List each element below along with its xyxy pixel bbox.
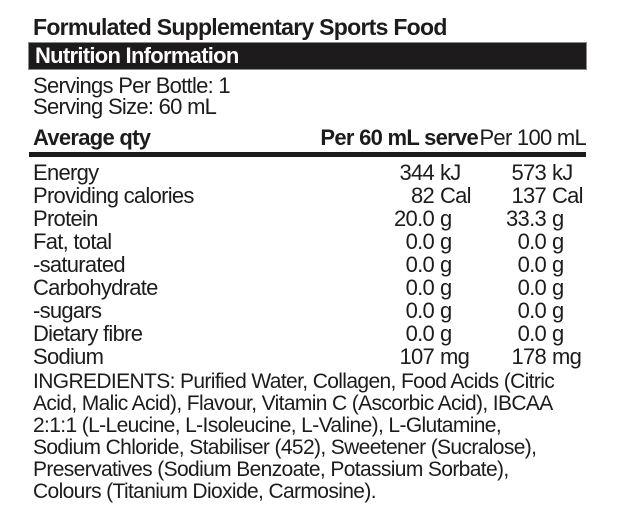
per-100ml-cell: 0.0 g xyxy=(478,230,586,253)
nutrition-information-bar: Nutrition Information xyxy=(28,42,587,71)
per-serve-value: 0.0 xyxy=(405,298,435,324)
per-serve-unit: g xyxy=(440,275,452,301)
nutrient-label: Protein xyxy=(33,206,98,232)
table-row: Providing calories 82 Cal 137 Cal xyxy=(33,184,586,207)
per-serve-value: 0.0 xyxy=(405,321,435,347)
per-serve-cell: 82 Cal xyxy=(348,184,478,207)
per-serve-value: 107 xyxy=(399,344,434,370)
per-100ml-cell: 573 kJ xyxy=(478,161,586,184)
per-100ml-cell: 0.0 g xyxy=(478,299,586,322)
per-100ml-value: 0.0 xyxy=(517,229,547,255)
ingredients-line: 2:1:1 (L-Leucine, L-Isoleucine, L-Valine… xyxy=(33,414,502,438)
per-serve-unit: g xyxy=(440,229,452,255)
header-per-60ml-serve: Per 60 mL serve xyxy=(320,125,478,151)
per-serve-cell: 344 kJ xyxy=(348,161,478,184)
header-divider-rule xyxy=(29,152,586,158)
per-serve-value: 0.0 xyxy=(405,229,435,255)
per-serve-unit: g xyxy=(440,252,452,278)
per-serve-cell: 0.0 g xyxy=(348,253,478,276)
per-100ml-value: 0.0 xyxy=(517,252,547,278)
ingredients-line: INGREDIENTS: Purified Water, Collagen, F… xyxy=(33,370,555,394)
per-serve-value: 20.0 xyxy=(394,206,435,232)
per-serve-cell: 0.0 g xyxy=(348,230,478,253)
table-row: Carbohydrate 0.0 g 0.0 g xyxy=(33,276,586,299)
per-serve-cell: 0.0 g xyxy=(348,322,478,345)
per-100ml-cell: 0.0 g xyxy=(478,276,586,299)
per-100ml-cell: 0.0 g xyxy=(478,322,586,345)
per-100ml-cell: 0.0 g xyxy=(478,253,586,276)
nutrient-label: Energy xyxy=(33,160,99,186)
nutrient-label: Carbohydrate xyxy=(33,275,158,301)
table-row: Protein 20.0 g 33.3 g xyxy=(33,207,586,230)
nutrient-label: -sugars xyxy=(33,298,102,324)
per-serve-cell: 20.0 g xyxy=(348,207,478,230)
table-row: Sodium 107 mg 178 mg xyxy=(33,345,586,368)
per-100ml-unit: kJ xyxy=(552,160,573,186)
nutrient-label: -saturated xyxy=(33,252,126,278)
per-serve-value: 82 xyxy=(410,183,435,209)
ingredients-line: Sodium Chloride, Stabiliser (452), Sweet… xyxy=(33,436,537,460)
per-100ml-unit: g xyxy=(552,206,564,232)
table-row: -sugars 0.0 g 0.0 g xyxy=(33,299,586,322)
per-100ml-unit: g xyxy=(552,298,564,324)
per-100ml-cell: 178 mg xyxy=(478,345,586,368)
per-serve-unit: kJ xyxy=(440,160,461,186)
per-100ml-cell: 33.3 g xyxy=(478,207,586,230)
per-100ml-value: 178 xyxy=(511,344,546,370)
per-serve-value: 0.0 xyxy=(405,275,435,301)
per-100ml-unit: Cal xyxy=(552,183,584,209)
per-100ml-value: 137 xyxy=(511,183,546,209)
header-average-qty: Average qty xyxy=(33,125,151,151)
serving-size-text: Serving Size: 60 mL xyxy=(33,94,217,120)
per-serve-value: 344 xyxy=(399,160,434,186)
per-100ml-value: 0.0 xyxy=(517,321,547,347)
per-serve-cell: 107 mg xyxy=(348,345,478,368)
nutrient-label: Sodium xyxy=(33,344,104,370)
per-100ml-cell: 137 Cal xyxy=(478,184,586,207)
table-row: Dietary fibre 0.0 g 0.0 g xyxy=(33,322,586,345)
ingredients-paragraph: INGREDIENTS: Purified Water, Collagen, F… xyxy=(33,371,586,503)
ingredients-line: Preservatives (Sodium Benzoate, Potassiu… xyxy=(33,458,509,482)
nutrition-table: Energy 344 kJ 573 kJ Providing calories 82 Cal 1… xyxy=(33,161,586,368)
per-100ml-unit: mg xyxy=(552,344,582,370)
ingredients-line: Colours (Titanium Dioxide, Carmosine). xyxy=(33,480,377,504)
table-row: Fat, total 0.0 g 0.0 g xyxy=(33,230,586,253)
panel-title: Nutrition Information xyxy=(35,43,239,69)
nutrient-label: Fat, total xyxy=(33,229,112,255)
per-100ml-unit: g xyxy=(552,275,564,301)
table-row: Energy 344 kJ 573 kJ xyxy=(33,161,586,184)
per-100ml-unit: g xyxy=(552,252,564,278)
header-per-100ml: Per 100 mL xyxy=(479,125,586,151)
per-serve-unit: g xyxy=(440,298,452,324)
per-100ml-value: 573 xyxy=(511,160,546,186)
per-100ml-value: 33.3 xyxy=(506,206,547,232)
per-serve-value: 0.0 xyxy=(405,252,435,278)
nutrient-label: Dietary fibre xyxy=(33,321,143,347)
table-row: -saturated 0.0 g 0.0 g xyxy=(33,253,586,276)
per-serve-cell: 0.0 g xyxy=(348,276,478,299)
product-type-title: Formulated Supplementary Sports Food xyxy=(33,14,447,40)
per-100ml-unit: g xyxy=(552,321,564,347)
per-100ml-unit: g xyxy=(552,229,564,255)
per-serve-unit: mg xyxy=(440,344,470,370)
per-serve-unit: Cal xyxy=(440,183,472,209)
per-serve-cell: 0.0 g xyxy=(348,299,478,322)
per-100ml-value: 0.0 xyxy=(517,298,547,324)
per-serve-unit: g xyxy=(440,206,452,232)
nutrient-label: Providing calories xyxy=(33,183,194,209)
servings-per-bottle-text: Servings Per Bottle: 1 xyxy=(33,73,231,99)
table-header-row: Average qty Per 60 mL serve Per 100 mL xyxy=(33,125,587,151)
per-100ml-value: 0.0 xyxy=(517,275,547,301)
ingredients-line: Acid, Malic Acid), Flavour, Vitamin C (A… xyxy=(33,392,553,416)
per-serve-unit: g xyxy=(440,321,452,347)
